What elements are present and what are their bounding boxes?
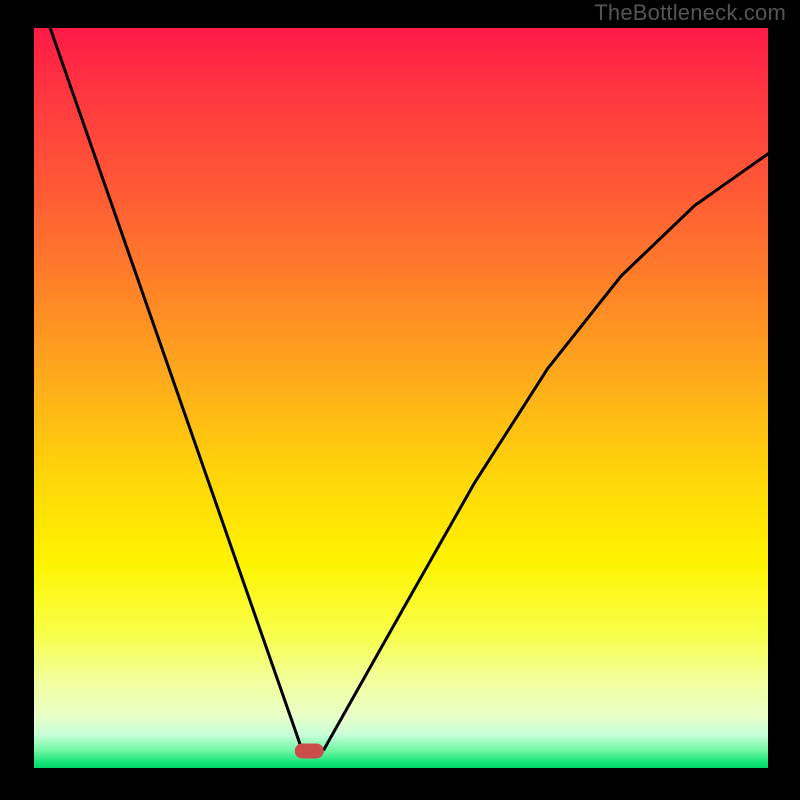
plot-background [34,28,768,768]
chart-frame: TheBottleneck.com [0,0,800,800]
optimum-marker [295,744,323,758]
watermark-text: TheBottleneck.com [594,0,786,26]
bottleneck-chart [0,0,800,800]
